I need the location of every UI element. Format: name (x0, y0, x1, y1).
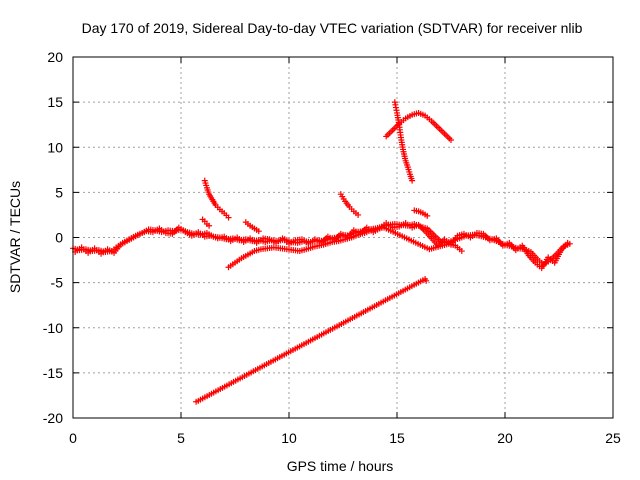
x-tick-label: 0 (69, 430, 77, 446)
data-point (206, 222, 213, 229)
series-isolated_points (193, 276, 430, 405)
y-tick-labels: -20 -15 -10 -5 0 5 10 15 20 (43, 49, 63, 426)
x-tick-label: 10 (281, 430, 297, 446)
y-tick-label: 10 (47, 139, 63, 155)
y-tick-label: 0 (55, 230, 63, 246)
x-tick-label: 20 (497, 430, 513, 446)
series-main_band_b (72, 220, 571, 272)
x-tick-label: 25 (605, 430, 621, 446)
data-points (70, 99, 573, 405)
series-arc_6h (201, 177, 232, 221)
series-arc_6h_small (199, 216, 213, 229)
data-point (448, 137, 454, 144)
y-tick-label: 15 (47, 94, 63, 110)
y-tick-label: -5 (51, 275, 64, 291)
plot-frame (72, 56, 614, 419)
data-point (423, 277, 430, 284)
y-tick-label: -10 (43, 320, 63, 336)
y-tick-label: 5 (55, 184, 63, 200)
series-arc_16h (411, 207, 431, 219)
data-point (424, 212, 431, 219)
y-tick-label: -20 (43, 410, 63, 426)
data-point (255, 228, 262, 235)
y-tick-label: -15 (43, 365, 63, 381)
chart-title: Day 170 of 2019, Sidereal Day-to-day VTE… (82, 20, 583, 36)
series-lower_arcs (225, 224, 465, 271)
data-point (355, 211, 362, 218)
series-hump_15_17h (383, 109, 454, 144)
x-tick-label: 5 (177, 430, 185, 446)
y-axis-label: SDTVAR / TECUs (7, 181, 23, 293)
series-arc_8h (242, 219, 262, 235)
series-spike_15h (391, 99, 416, 184)
data-point (225, 214, 232, 221)
x-tick-label: 15 (389, 430, 405, 446)
data-point (409, 177, 416, 184)
data-point (564, 239, 571, 246)
x-axis-label: GPS time / hours (287, 458, 394, 474)
series-arc_12h (337, 191, 362, 218)
y-tick-label: 20 (47, 49, 63, 65)
data-point (458, 248, 465, 255)
x-tick-labels: 0 5 10 15 20 25 (69, 430, 621, 446)
